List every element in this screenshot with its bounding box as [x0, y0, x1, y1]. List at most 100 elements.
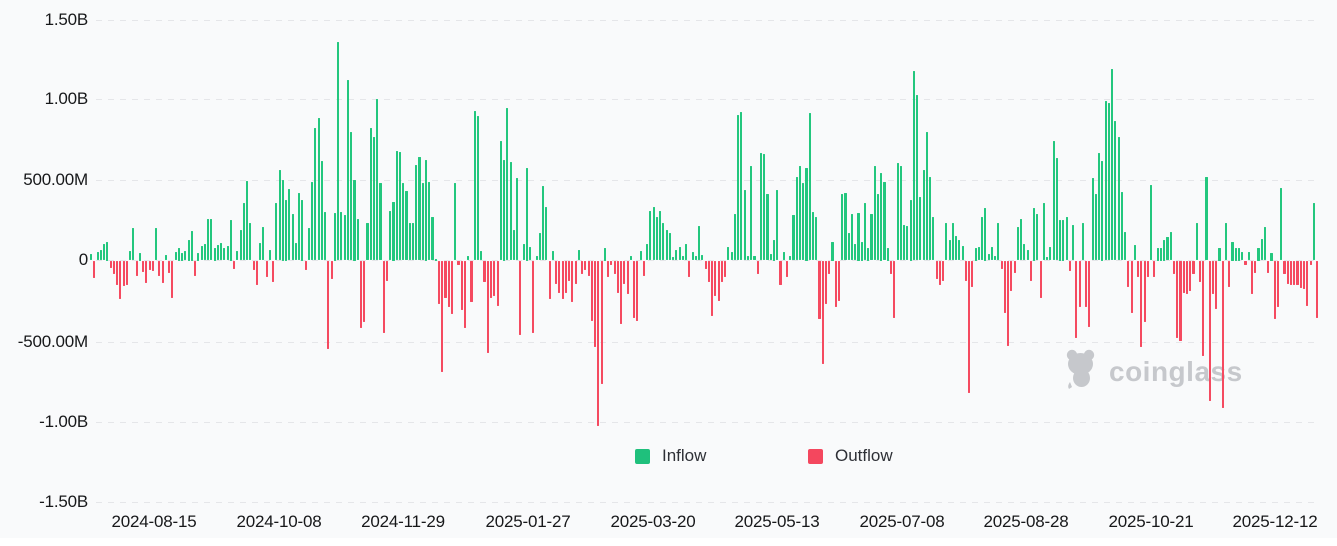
- inflow-bar[interactable]: [1218, 248, 1221, 261]
- outflow-bar[interactable]: [1211, 260, 1215, 295]
- inflow-bar[interactable]: [916, 94, 919, 261]
- inflow-bar[interactable]: [473, 110, 476, 261]
- outflow-bar[interactable]: [636, 260, 639, 321]
- inflow-bar[interactable]: [1117, 136, 1120, 261]
- outflow-bar[interactable]: [964, 260, 967, 281]
- inflow-bar[interactable]: [766, 193, 769, 261]
- outflow-bar[interactable]: [893, 260, 896, 318]
- outflow-bar[interactable]: [1140, 260, 1143, 348]
- inflow-bar[interactable]: [291, 213, 294, 261]
- outflow-bar[interactable]: [1029, 260, 1032, 281]
- inflow-bar[interactable]: [1163, 240, 1166, 261]
- inflow-bar[interactable]: [424, 159, 428, 261]
- inflow-bar[interactable]: [659, 210, 662, 261]
- inflow-bar[interactable]: [1098, 153, 1101, 261]
- inflow-bar[interactable]: [730, 252, 733, 261]
- outflow-bar[interactable]: [125, 260, 128, 286]
- inflow-bar[interactable]: [665, 229, 668, 261]
- inflow-bar[interactable]: [538, 233, 541, 261]
- inflow-bar[interactable]: [434, 258, 437, 261]
- outflow-bar[interactable]: [490, 260, 493, 298]
- inflow-bar[interactable]: [977, 246, 980, 261]
- outflow-bar[interactable]: [633, 260, 636, 318]
- outflow-bar[interactable]: [711, 260, 714, 317]
- inflow-bar[interactable]: [740, 112, 743, 261]
- inflow-bar[interactable]: [506, 107, 509, 261]
- inflow-bar[interactable]: [535, 255, 538, 261]
- inflow-bar[interactable]: [815, 217, 818, 261]
- inflow-bar[interactable]: [906, 225, 909, 261]
- inflow-bar[interactable]: [476, 115, 480, 261]
- outflow-bar[interactable]: [1143, 260, 1146, 323]
- inflow-bar[interactable]: [398, 151, 402, 261]
- inflow-bar[interactable]: [288, 188, 291, 261]
- inflow-bar[interactable]: [1224, 222, 1228, 261]
- inflow-bar[interactable]: [529, 246, 532, 261]
- inflow-bar[interactable]: [990, 246, 993, 261]
- inflow-bar[interactable]: [402, 183, 405, 261]
- outflow-bar[interactable]: [119, 260, 122, 300]
- outflow-bar[interactable]: [548, 260, 551, 300]
- outflow-bar[interactable]: [568, 260, 571, 282]
- inflow-bar[interactable]: [685, 243, 688, 261]
- outflow-bar[interactable]: [444, 260, 447, 298]
- outflow-bar[interactable]: [252, 260, 255, 271]
- inflow-bar[interactable]: [759, 153, 762, 261]
- outflow-bar[interactable]: [1289, 260, 1293, 285]
- inflow-bar[interactable]: [242, 203, 245, 261]
- outflow-bar[interactable]: [824, 260, 828, 304]
- outflow-bar[interactable]: [564, 260, 567, 293]
- outflow-bar[interactable]: [385, 260, 389, 281]
- outflow-bar[interactable]: [1010, 260, 1013, 292]
- inflow-bar[interactable]: [1159, 248, 1162, 261]
- outflow-bar[interactable]: [1153, 260, 1156, 278]
- inflow-bar[interactable]: [1046, 257, 1049, 261]
- outflow-bar[interactable]: [889, 260, 893, 275]
- inflow-bar[interactable]: [1237, 248, 1241, 261]
- inflow-bar[interactable]: [317, 118, 320, 261]
- inflow-bar[interactable]: [974, 248, 977, 261]
- inflow-bar[interactable]: [275, 203, 278, 261]
- inflow-bar[interactable]: [782, 252, 785, 261]
- inflow-bar[interactable]: [776, 189, 779, 261]
- outflow-bar[interactable]: [828, 260, 831, 275]
- inflow-bar[interactable]: [958, 239, 961, 261]
- inflow-bar[interactable]: [929, 176, 932, 261]
- inflow-bar[interactable]: [408, 223, 411, 261]
- outflow-bar[interactable]: [151, 260, 154, 271]
- inflow-bar[interactable]: [415, 164, 418, 261]
- outflow-bar[interactable]: [600, 260, 603, 385]
- outflow-bar[interactable]: [704, 260, 707, 269]
- outflow-bar[interactable]: [1303, 260, 1306, 289]
- outflow-bar[interactable]: [122, 260, 125, 287]
- inflow-bar[interactable]: [863, 203, 867, 261]
- outflow-bar[interactable]: [450, 260, 454, 315]
- outflow-bar[interactable]: [382, 260, 385, 333]
- inflow-bar[interactable]: [307, 228, 310, 261]
- inflow-bar[interactable]: [155, 228, 158, 261]
- inflow-bar[interactable]: [649, 210, 652, 261]
- inflow-bar[interactable]: [1166, 237, 1169, 261]
- inflow-bar[interactable]: [1205, 176, 1208, 261]
- inflow-bar[interactable]: [955, 235, 958, 261]
- inflow-bar[interactable]: [750, 166, 753, 261]
- inflow-bar[interactable]: [798, 166, 802, 261]
- inflow-bar[interactable]: [259, 242, 262, 261]
- outflow-bar[interactable]: [610, 260, 613, 266]
- inflow-bar[interactable]: [249, 223, 252, 261]
- inflow-bar[interactable]: [106, 241, 109, 261]
- outflow-bar[interactable]: [496, 260, 499, 306]
- inflow-bar[interactable]: [1104, 101, 1107, 261]
- inflow-bar[interactable]: [870, 213, 873, 261]
- outflow-bar[interactable]: [457, 260, 460, 266]
- inflow-bar[interactable]: [229, 220, 232, 261]
- outflow-bar[interactable]: [148, 260, 151, 271]
- legend-inflow-item[interactable]: Inflow: [635, 446, 706, 466]
- inflow-bar[interactable]: [376, 98, 379, 261]
- outflow-bar[interactable]: [558, 260, 561, 293]
- inflow-bar[interactable]: [278, 170, 281, 261]
- outflow-bar[interactable]: [561, 260, 564, 300]
- outflow-bar[interactable]: [493, 260, 496, 296]
- inflow-bar[interactable]: [298, 192, 301, 261]
